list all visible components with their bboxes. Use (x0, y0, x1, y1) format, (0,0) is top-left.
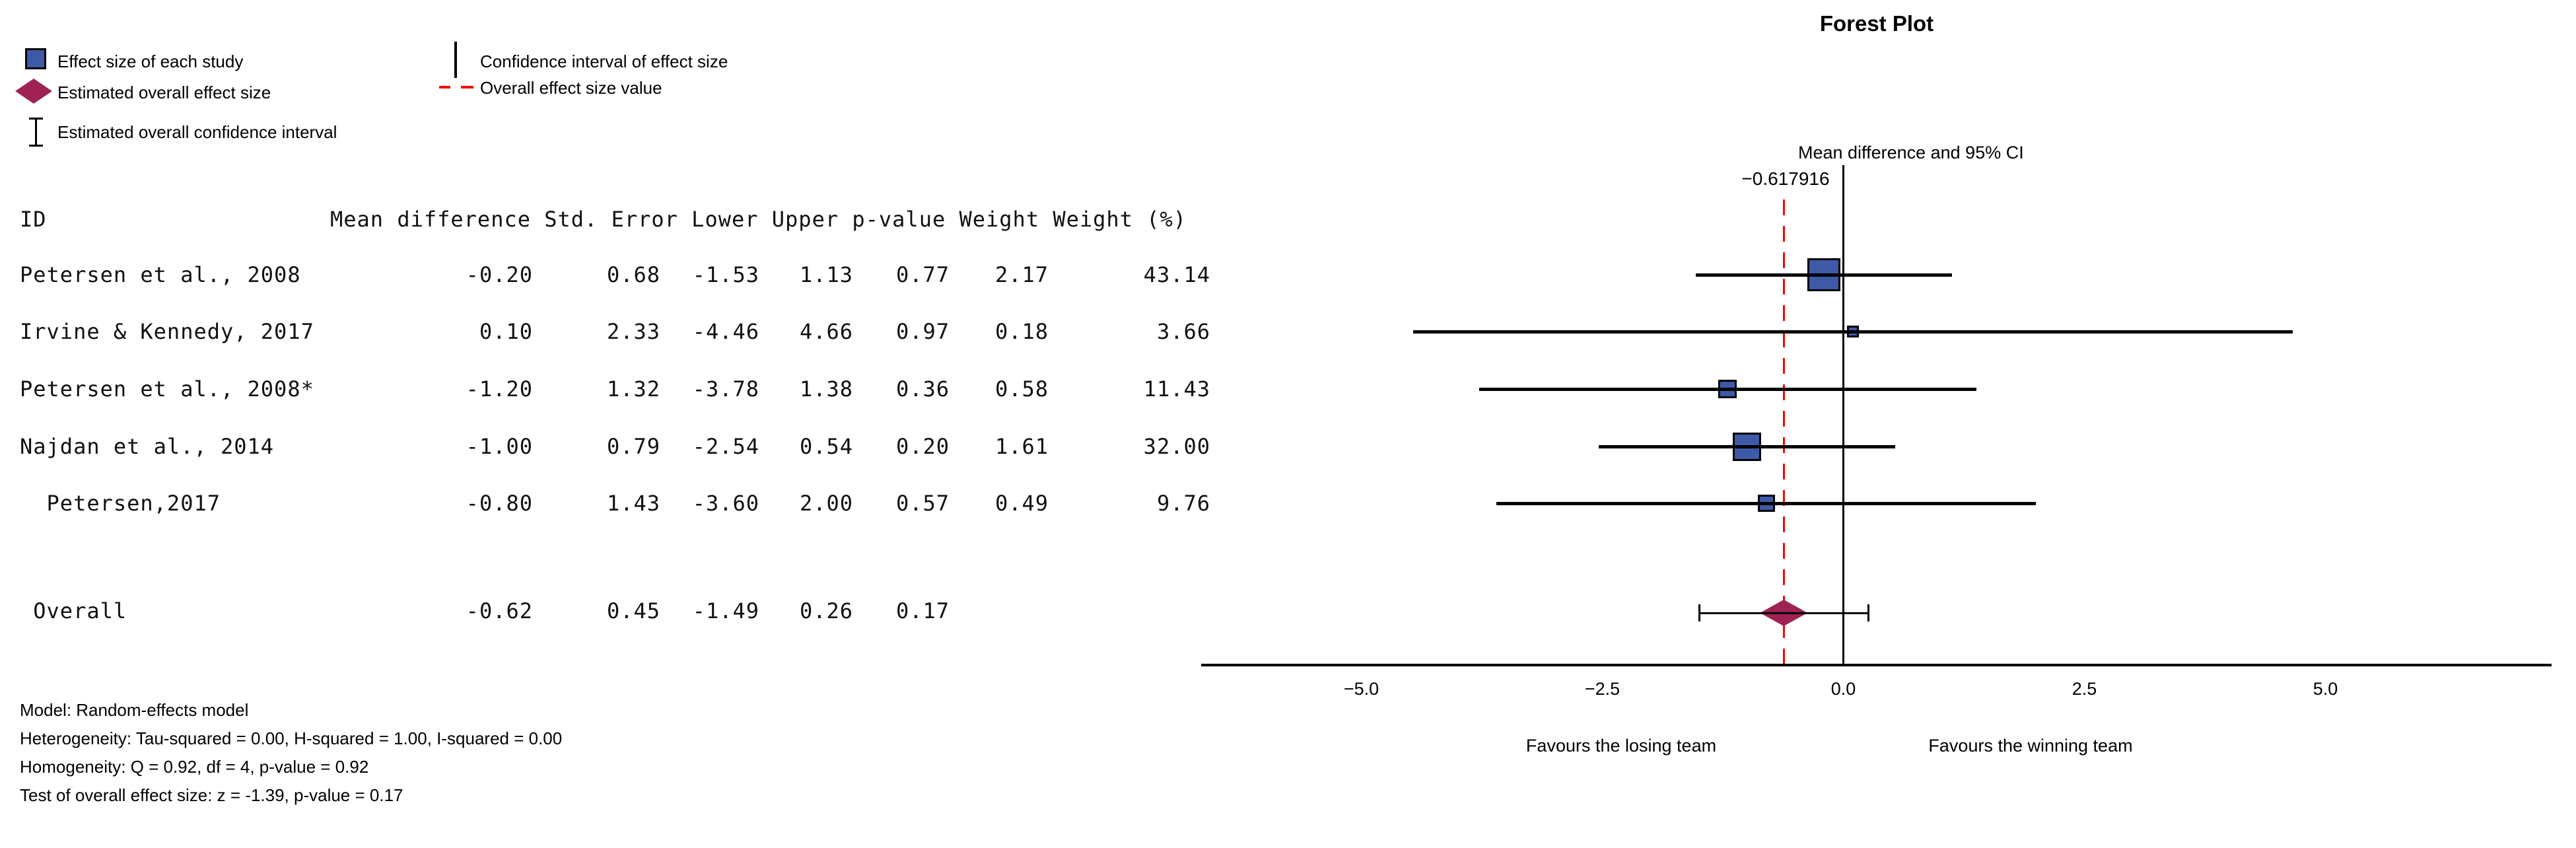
footnote-homogeneity: Homogeneity: Q = 0.92, df = 4, p-value =… (20, 757, 369, 777)
table-row-overall-upper: 0.26 (799, 598, 853, 623)
table-row-2-se: 1.32 (606, 376, 660, 402)
x-left-label: Favours the losing team (1525, 736, 1717, 756)
legend-square-label: Effect size of each study (57, 52, 244, 71)
table-row-overall-md: -0.62 (466, 598, 533, 623)
table-row-0-w: 2.17 (994, 262, 1049, 287)
table-row-1-wp: 3.66 (1156, 319, 1210, 344)
table-header-columns: Mean difference Std. Error Lower Upper p… (330, 207, 1187, 232)
table-header-id: ID (20, 207, 47, 232)
legend-square-icon (25, 48, 46, 69)
table-row-1-se: 2.33 (606, 319, 660, 344)
x-axis-line (1201, 664, 2552, 666)
footnote-model: Model: Random-effects model (20, 700, 249, 720)
x-tick-label-3: 2.5 (2071, 679, 2097, 699)
table-row-1-upper: 4.66 (799, 319, 853, 344)
legend-red-dash-icon (439, 85, 475, 89)
page-title: Forest Plot (1819, 11, 1934, 36)
legend-ibeam-icon (26, 116, 46, 149)
table-row-2-id: Petersen et al., 2008* (20, 376, 314, 402)
x-tick-label-4: 5.0 (2313, 679, 2338, 699)
table-row-3-md: -1.00 (466, 434, 533, 459)
study-ci-line-3 (1598, 444, 1896, 448)
table-row-0-upper: 1.13 (799, 262, 853, 287)
x-tick-label-0: −5.0 (1343, 679, 1379, 699)
table-row-3-p: 0.20 (895, 434, 950, 459)
legend: Effect size of each study Estimated over… (0, 0, 792, 172)
table-row-0-lower: -1.53 (692, 262, 759, 287)
study-ci-line-2 (1479, 387, 1976, 391)
table-row-4-p: 0.57 (895, 491, 950, 516)
study-ci-line-4 (1496, 501, 2036, 505)
table-row-overall-p: 0.17 (895, 598, 950, 623)
table-row-overall-se: 0.45 (606, 598, 660, 623)
table-row-2-p: 0.36 (895, 376, 950, 402)
overall-value-label: −0.617916 (1741, 168, 1830, 189)
table-row-2-lower: -3.78 (692, 376, 759, 402)
overall-ci-cap-left (1698, 604, 1701, 621)
table-row-overall-id: Overall (20, 598, 127, 623)
table-row-2-w: 0.58 (994, 376, 1049, 402)
table-row-0-wp: 43.14 (1143, 262, 1210, 287)
overall-effect-line (1783, 199, 1785, 665)
table-row-1-lower: -4.46 (692, 319, 759, 344)
legend-ibeam-label: Estimated overall confidence interval (57, 122, 337, 142)
overall-ci-cap-right (1867, 604, 1869, 621)
table-row-3-id: Najdan et al., 2014 (20, 434, 275, 459)
study-ci-line-0 (1696, 273, 1953, 277)
table-row-1-p: 0.97 (895, 319, 950, 344)
table-row-overall-lower: -1.49 (692, 598, 759, 623)
x-tick-label-1: −2.5 (1584, 679, 1620, 699)
table-row-2-wp: 11.43 (1143, 376, 1210, 402)
footnote-overall-test: Test of overall effect size: z = -1.39, … (20, 785, 403, 805)
table-row-4-upper: 2.00 (799, 491, 853, 516)
table-row-1-id: Irvine & Kennedy, 2017 (20, 319, 314, 344)
table-row-2-md: -1.20 (466, 376, 533, 402)
table-row-4-md: -0.80 (466, 491, 533, 516)
table-row-0-se: 0.68 (606, 262, 660, 287)
table-row-4-lower: -3.60 (692, 491, 759, 516)
table-row-3-lower: -2.54 (692, 434, 759, 459)
table-row-0-p: 0.77 (895, 262, 950, 287)
legend-red-dash-label: Overall effect size value (480, 78, 662, 98)
legend-diamond-icon (15, 79, 52, 104)
legend-ci-line-icon (454, 42, 457, 78)
x-right-label: Favours the winning team (1928, 736, 2133, 756)
table-row-3-se: 0.79 (606, 434, 660, 459)
footnote-heterogeneity: Heterogeneity: Tau-squared = 0.00, H-squ… (20, 728, 563, 748)
table-row-4-w: 0.49 (994, 491, 1049, 516)
x-tick-label-2: 0.0 (1830, 679, 1856, 699)
legend-ci-line-label: Confidence interval of effect size (480, 52, 728, 71)
table-row-2-upper: 1.38 (799, 376, 853, 402)
table-row-3-upper: 0.54 (799, 434, 853, 459)
table-row-0-id: Petersen et al., 2008 (20, 262, 301, 287)
table-row-0-md: -0.20 (466, 262, 533, 287)
axis-top-label: Mean difference and 95% CI (1798, 143, 2024, 162)
study-ci-line-1 (1413, 330, 2293, 334)
table-row-4-id: Petersen,2017 (20, 491, 221, 516)
table-row-4-se: 1.43 (606, 491, 660, 516)
table-row-4-wp: 9.76 (1156, 491, 1210, 516)
legend-diamond-label: Estimated overall effect size (57, 83, 271, 102)
overall-ci-line (1699, 612, 1869, 614)
table-row-3-w: 1.61 (994, 434, 1049, 459)
table-row-1-w: 0.18 (994, 319, 1049, 344)
zero-line (1842, 165, 1844, 665)
table-row-3-wp: 32.00 (1143, 434, 1210, 459)
table-row-1-md: 0.10 (479, 319, 533, 344)
